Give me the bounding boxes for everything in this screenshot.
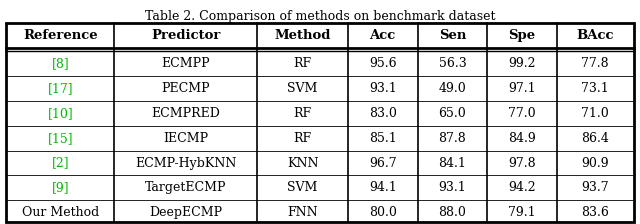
Text: [8]: [8]: [52, 57, 69, 70]
Text: [15]: [15]: [47, 132, 73, 145]
Text: Table 2. Comparison of methods on benchmark dataset: Table 2. Comparison of methods on benchm…: [145, 10, 495, 23]
Text: PECMP: PECMP: [161, 82, 210, 95]
Text: 93.7: 93.7: [582, 181, 609, 194]
Text: 77.8: 77.8: [582, 57, 609, 70]
Text: 94.2: 94.2: [508, 181, 536, 194]
Text: 93.1: 93.1: [369, 82, 397, 95]
Text: 84.9: 84.9: [508, 132, 536, 145]
Text: 94.1: 94.1: [369, 181, 397, 194]
Text: 85.1: 85.1: [369, 132, 397, 145]
Text: [17]: [17]: [47, 82, 73, 95]
Text: 86.4: 86.4: [581, 132, 609, 145]
Text: 99.2: 99.2: [508, 57, 536, 70]
Text: 95.6: 95.6: [369, 57, 397, 70]
Text: FNN: FNN: [287, 206, 318, 219]
Text: Reference: Reference: [23, 29, 98, 42]
Text: Predictor: Predictor: [151, 29, 221, 42]
Text: BAcc: BAcc: [577, 29, 614, 42]
Text: [10]: [10]: [47, 107, 74, 120]
Text: 83.0: 83.0: [369, 107, 397, 120]
Text: SVM: SVM: [287, 181, 318, 194]
Text: 80.0: 80.0: [369, 206, 397, 219]
Text: RF: RF: [294, 132, 312, 145]
Text: DeepECMP: DeepECMP: [149, 206, 223, 219]
Text: SVM: SVM: [287, 82, 318, 95]
Text: 97.1: 97.1: [508, 82, 536, 95]
Text: ECMPRED: ECMPRED: [152, 107, 220, 120]
Text: 87.8: 87.8: [438, 132, 467, 145]
Text: 56.3: 56.3: [438, 57, 467, 70]
Text: ECMP-HybKNN: ECMP-HybKNN: [135, 157, 237, 170]
Text: IECMP: IECMP: [163, 132, 209, 145]
Text: Method: Method: [275, 29, 331, 42]
Text: 93.1: 93.1: [438, 181, 467, 194]
Text: [9]: [9]: [52, 181, 69, 194]
Text: 79.1: 79.1: [508, 206, 536, 219]
Text: 88.0: 88.0: [438, 206, 467, 219]
Text: 90.9: 90.9: [582, 157, 609, 170]
Text: 73.1: 73.1: [581, 82, 609, 95]
Text: 84.1: 84.1: [438, 157, 467, 170]
Text: 97.8: 97.8: [508, 157, 536, 170]
Text: KNN: KNN: [287, 157, 318, 170]
Text: 77.0: 77.0: [508, 107, 536, 120]
Text: ECMPP: ECMPP: [161, 57, 210, 70]
Text: 71.0: 71.0: [581, 107, 609, 120]
Text: Acc: Acc: [369, 29, 396, 42]
Text: 49.0: 49.0: [438, 82, 467, 95]
Text: RF: RF: [294, 57, 312, 70]
Text: Sen: Sen: [439, 29, 466, 42]
Text: Our Method: Our Method: [22, 206, 99, 219]
Text: RF: RF: [294, 107, 312, 120]
Text: 65.0: 65.0: [438, 107, 467, 120]
Text: 83.6: 83.6: [581, 206, 609, 219]
Text: TargetECMP: TargetECMP: [145, 181, 227, 194]
Text: 96.7: 96.7: [369, 157, 397, 170]
Text: Spe: Spe: [509, 29, 536, 42]
Text: [2]: [2]: [52, 157, 69, 170]
